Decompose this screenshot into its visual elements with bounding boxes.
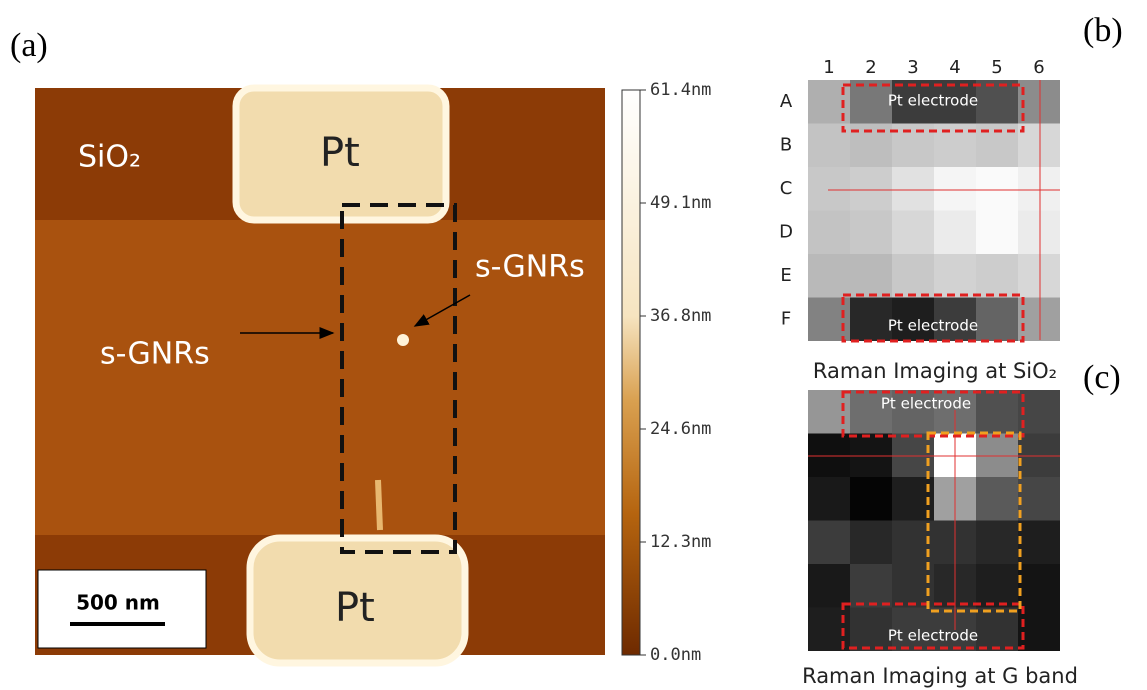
row-label: A: [780, 91, 793, 112]
raman-pixel: [808, 167, 850, 211]
panel-label: (a): [10, 27, 48, 64]
raman-pixel: [808, 211, 850, 255]
row-label: D: [779, 221, 793, 242]
electrode-label: Pt electrode: [881, 395, 971, 413]
substrate-label: SiO₂: [78, 140, 141, 175]
row-label: C: [780, 178, 793, 199]
caption: Raman Imaging at G band: [802, 664, 1078, 688]
caption: Raman Imaging at SiO₂: [813, 359, 1057, 383]
raman-pixel: [892, 434, 934, 478]
column-label: 2: [865, 57, 876, 78]
colorbar-label: 61.4nm: [650, 80, 711, 100]
raman-pixel: [976, 254, 1018, 298]
raman-pixel: [1018, 254, 1060, 298]
raman-pixel: [850, 477, 892, 521]
column-label: 6: [1033, 57, 1044, 78]
colorbar: [622, 90, 640, 655]
colorbar-label: 36.8nm: [650, 306, 711, 326]
raman-pixel: [850, 211, 892, 255]
raman-pixel: [850, 521, 892, 565]
electrode-label: Pt electrode: [888, 317, 978, 335]
raman-pixel: [1018, 564, 1060, 608]
raman-pixel: [1018, 608, 1060, 652]
raman-pixel: [934, 167, 976, 211]
colorbar-label: 12.3nm: [650, 532, 711, 552]
raman-pixel: [934, 211, 976, 255]
raman-pixel: [1018, 477, 1060, 521]
raman-pixel: [976, 167, 1018, 211]
raman-pixel: [892, 564, 934, 608]
row-label: E: [780, 265, 791, 286]
raman-pixel: [892, 124, 934, 168]
raman-pixel: [976, 608, 1018, 652]
raman-pixel: [976, 80, 1018, 124]
raman-pixel: [976, 434, 1018, 478]
gnr-label: s-GNRs: [475, 250, 585, 285]
raman-pixel: [1018, 211, 1060, 255]
raman-pixel: [808, 434, 850, 478]
panel-label: (b): [1083, 12, 1123, 49]
raman-pixel: [892, 167, 934, 211]
figure: (a) (b) (c) SiO₂ Pt Pt s-GNRs s-GNRs 500…: [0, 0, 1147, 690]
raman-pixel: [1018, 434, 1060, 478]
raman-pixel: [976, 390, 1018, 434]
colorbar-label: 49.1nm: [650, 193, 711, 213]
electrode-label: Pt: [320, 130, 360, 176]
raman-pixel: [976, 564, 1018, 608]
raman-pixel: [850, 298, 892, 342]
raman-pixel: [976, 477, 1018, 521]
electrode-label: Pt electrode: [888, 627, 978, 645]
column-label: 1: [823, 57, 834, 78]
electrode-label: Pt electrode: [888, 92, 978, 110]
raman-pixel: [850, 564, 892, 608]
column-label: 4: [949, 57, 960, 78]
raman-pixel: [850, 608, 892, 652]
electrode-label: Pt: [335, 585, 375, 631]
raman-pixel: [808, 564, 850, 608]
raman-pixel: [850, 254, 892, 298]
column-label: 3: [907, 57, 918, 78]
raman-pixel: [850, 434, 892, 478]
colorbar-label: 0.0nm: [650, 645, 701, 665]
raman-pixel: [976, 298, 1018, 342]
column-label: 5: [991, 57, 1002, 78]
raman-pixel: [808, 521, 850, 565]
raman-pixel: [1018, 167, 1060, 211]
gnr-label: s-GNRs: [100, 337, 210, 372]
colorbar-label: 24.6nm: [650, 419, 711, 439]
raman-pixel: [850, 80, 892, 124]
raman-pixel: [850, 167, 892, 211]
raman-pixel: [808, 254, 850, 298]
raman-pixel: [976, 211, 1018, 255]
row-label: F: [781, 308, 791, 329]
raman-pixel: [892, 211, 934, 255]
raman-pixel: [1018, 521, 1060, 565]
row-label: B: [780, 134, 792, 155]
raman-pixel: [892, 254, 934, 298]
raman-pixel: [934, 254, 976, 298]
scale-bar-label: 500 nm: [76, 591, 160, 615]
raman-pixel: [808, 477, 850, 521]
raman-pixel: [976, 521, 1018, 565]
panel-label: (c): [1083, 359, 1121, 396]
